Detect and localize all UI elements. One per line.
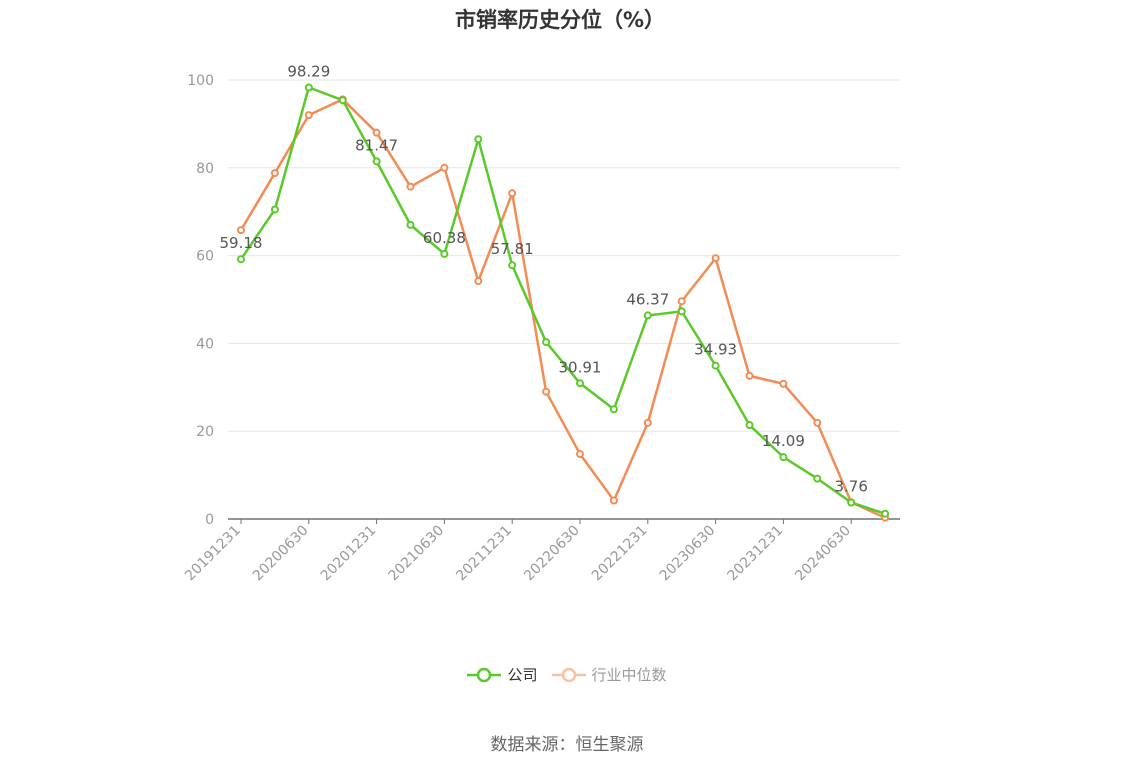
label-layer: 59.18 98.29 81.47 60.38 57.81 30.91 46.37 34.93… [220,63,868,496]
data-point [813,474,822,483]
legend-swatch-icon [551,667,586,682]
data-point [304,111,313,120]
grid-layer [228,79,900,432]
x-tick-label: 20231231 [725,523,787,585]
data-point [338,96,347,105]
data-point [643,418,652,427]
data-point [576,450,584,459]
data-label: 14.09 [762,432,805,450]
legend-label: 公司 [507,666,538,684]
data-label: 57.81 [491,240,534,258]
data-label: 46.37 [626,290,669,308]
legend-item-0[interactable]: 公司 [467,664,538,685]
data-point [881,509,890,518]
data-point [304,83,313,92]
data-point [508,189,517,198]
data-point [677,297,686,306]
data-point [474,277,483,286]
data-point [372,128,381,137]
series-line-0 [239,86,886,515]
data-point [270,169,279,178]
data-point [779,379,788,388]
data-point [508,261,517,270]
data-label: 81.47 [355,136,398,154]
y-tick-label: 60 [196,249,214,265]
data-point [745,421,754,430]
data-point [542,338,551,347]
legend-swatch-icon [467,667,502,682]
legend: 公司 行业中位数 [0,664,1134,685]
data-point [440,249,449,258]
x-tick-label: 20240630 [792,523,854,585]
data-point [643,311,652,320]
data-point [711,254,720,263]
data-point [745,371,754,380]
data-point [270,205,279,214]
data-label: 34.93 [694,341,737,359]
data-label: 59.18 [220,234,263,252]
x-tick-label: 20220630 [521,523,583,585]
x-tick-label: 20201231 [318,523,380,585]
data-point [677,307,686,316]
data-point [237,255,245,264]
data-point [847,498,856,507]
data-point [406,182,415,191]
data-point [372,157,381,166]
data-point [711,361,720,370]
data-point [406,220,415,229]
x-tick-label: 20221231 [589,523,651,585]
data-source-note: 数据来源：恒生聚源 [490,735,644,755]
data-point [542,387,551,396]
data-point [576,379,584,388]
data-label: 98.29 [287,63,330,81]
data-label: 60.38 [423,229,466,247]
y-tick-label: 100 [187,73,214,89]
y-tick-label: 80 [196,161,214,177]
y-tick-label: 20 [196,424,214,440]
data-point [813,418,822,427]
legend-label: 行业中位数 [591,666,667,684]
data-point [237,226,245,235]
data-label: 3.76 [834,477,867,495]
data-point [440,163,449,172]
data-point [609,405,618,414]
legend-item-1[interactable]: 行业中位数 [551,664,667,685]
x-tick-label: 20230630 [657,523,719,585]
data-point [474,135,483,144]
series-layer [237,83,890,522]
series-line-1 [239,98,886,519]
data-point [609,496,618,505]
data-label: 30.91 [559,358,602,376]
legend-swatch-marker [477,667,492,682]
x-tick-label: 20211231 [453,523,515,585]
legend-swatch-marker [561,667,576,682]
chart-title: 市销率历史分位（%） [454,8,666,32]
data-point [779,453,788,462]
x-tick-label: 20191231 [182,523,244,585]
y-tick-label: 40 [196,336,214,352]
y-tick-label: 0 [205,512,214,528]
x-tick-label: 20200630 [250,523,312,585]
x-tick-label: 20210630 [386,523,448,585]
